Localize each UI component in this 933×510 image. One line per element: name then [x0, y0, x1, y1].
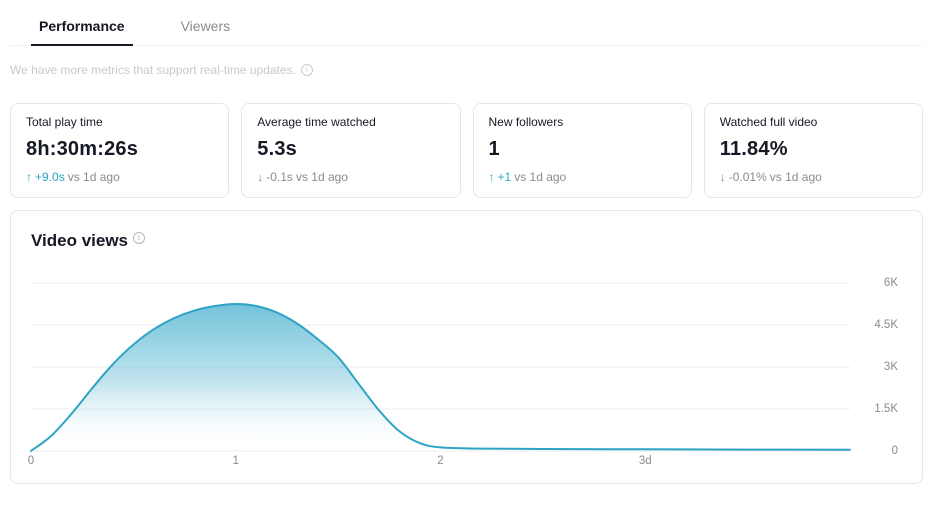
metric-value: 5.3s — [257, 138, 297, 160]
metric-delta: ↓ -0.01% vs 1d ago — [720, 169, 907, 185]
y-tick-label: 1.5K — [874, 403, 898, 415]
tab-performance-label: Performance — [39, 18, 125, 34]
metric-card-watched-full-video: Watched full video 11.84% ↓ -0.01% vs 1d… — [703, 103, 923, 198]
metric-title: Total play time — [26, 115, 103, 129]
tab-performance[interactable]: Performance — [31, 10, 133, 46]
metric-title: New followers — [488, 115, 564, 129]
metric-card-average-time-watched: Average time watched 5.3s ↓ -0.1s vs 1d … — [241, 103, 461, 198]
info-icon[interactable]: i — [300, 64, 313, 76]
x-tick-label: 2 — [437, 455, 444, 467]
chart-title: Video views — [31, 231, 129, 250]
info-icon[interactable]: i — [133, 232, 146, 244]
metric-delta: ↓ -0.1s vs 1d ago — [257, 169, 444, 185]
metric-title: Watched full video — [719, 115, 818, 129]
video-views-card: Video views i 0 1.5K 3K 4.5K 6K 0 1 2 3d — [10, 210, 923, 484]
delta-value: -0.1s — [266, 170, 293, 184]
chart-title-row: Video views i — [31, 229, 902, 253]
plot-row: 0 1.5K 3K 4.5K 6K — [31, 277, 902, 457]
delta-suffix: vs 1d ago — [295, 170, 348, 184]
trend-down-icon: ↓ — [257, 170, 264, 184]
delta-suffix: vs 1d ago — [514, 170, 567, 184]
y-axis-labels: 0 1.5K 3K 4.5K 6K — [850, 277, 902, 457]
y-tick-label: 0 — [891, 445, 898, 457]
metric-card-new-followers: New followers 1 ↑ +1 vs 1d ago — [472, 103, 692, 198]
analytics-page: Performance Viewers We have more metrics… — [0, 10, 933, 484]
metric-value: 11.84% — [719, 138, 788, 160]
metric-delta: ↑ +1 vs 1d ago — [489, 169, 676, 185]
metric-cards-row: Total play time 8h:30m:26s ↑ +9.0s vs 1d… — [10, 103, 923, 198]
metric-title: Average time watched — [257, 115, 376, 129]
trend-up-icon: ↑ — [488, 170, 495, 184]
delta-value: -0.01% — [728, 170, 767, 184]
video-views-chart[interactable] — [31, 283, 850, 451]
y-tick-label: 4.5K — [874, 319, 898, 331]
x-tick-label: 0 — [27, 455, 35, 467]
delta-suffix: vs 1d ago — [769, 170, 822, 184]
delta-suffix: vs 1d ago — [67, 170, 120, 184]
realtime-notice: We have more metrics that support real-t… — [10, 62, 923, 78]
area-chart-svg — [31, 283, 850, 451]
y-tick-label: 3K — [883, 361, 898, 373]
x-tick-label: 3d — [638, 455, 652, 467]
metric-value: 8h:30m:26s — [26, 138, 139, 160]
delta-value: +1 — [497, 170, 512, 184]
realtime-notice-text: We have more metrics that support real-t… — [10, 63, 296, 77]
tab-bar: Performance Viewers — [10, 10, 923, 46]
y-tick-label: 6K — [883, 277, 898, 289]
trend-up-icon: ↑ — [26, 170, 32, 184]
metric-card-total-play-time: Total play time 8h:30m:26s ↑ +9.0s vs 1d… — [10, 103, 230, 198]
tab-viewers[interactable]: Viewers — [173, 10, 239, 46]
metric-delta: ↑ +9.0s vs 1d ago — [26, 169, 213, 185]
tab-viewers-label: Viewers — [180, 18, 231, 34]
delta-value: +9.0s — [35, 170, 65, 184]
trend-down-icon: ↓ — [719, 170, 726, 184]
x-axis-labels: 0 1 2 3d — [27, 453, 850, 471]
metric-value: 1 — [488, 138, 500, 160]
x-tick-label: 1 — [232, 455, 239, 467]
